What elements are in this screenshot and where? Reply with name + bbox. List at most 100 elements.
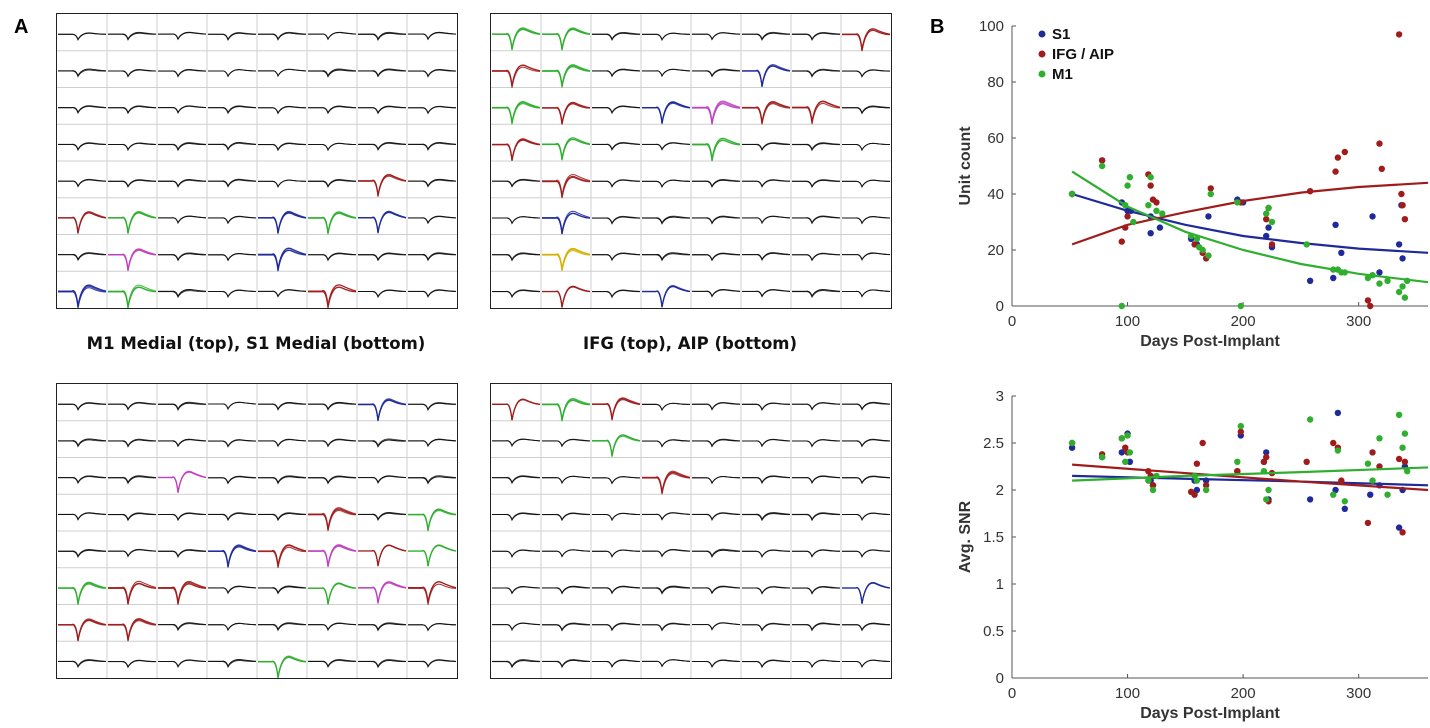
spike-waveform — [742, 215, 791, 224]
waveform-grid-bottom-left — [56, 383, 458, 679]
spike-waveform — [158, 32, 207, 41]
data-point-m1 — [1384, 277, 1391, 284]
legend-label: IFG / AIP — [1052, 46, 1114, 63]
spike-waveform — [308, 69, 357, 78]
spike-waveform — [542, 513, 591, 522]
spike-waveform — [592, 216, 641, 225]
data-point-ifg-aip — [1207, 185, 1214, 192]
spike-waveform — [358, 512, 407, 521]
spike-waveform — [308, 142, 357, 151]
spike-waveform — [692, 101, 741, 123]
spike-waveform — [258, 475, 307, 484]
spike-waveform — [308, 286, 357, 308]
spike-waveform — [842, 582, 891, 604]
spike-waveform — [108, 618, 157, 640]
spike-waveform — [692, 288, 741, 298]
spike-waveform — [792, 512, 841, 522]
data-point-m1 — [1384, 491, 1391, 498]
data-point-m1 — [1234, 199, 1241, 206]
spike-waveform — [58, 68, 107, 77]
data-point-m1 — [1265, 204, 1272, 212]
spike-waveform — [158, 659, 207, 669]
spike-waveform — [408, 438, 457, 447]
data-point-m1 — [1124, 182, 1131, 189]
data-point-s1 — [1147, 230, 1154, 237]
data-point-m1 — [1265, 486, 1272, 494]
spike-waveform — [308, 659, 357, 668]
data-point-s1 — [1338, 249, 1345, 256]
spike-waveform — [108, 31, 157, 41]
data-point-m1 — [1193, 477, 1201, 484]
spike-waveform — [208, 659, 257, 668]
spike-waveform — [542, 173, 591, 196]
spike-waveform — [58, 402, 107, 411]
spike-waveform — [842, 106, 891, 115]
spike-waveform — [592, 513, 641, 522]
spike-waveform — [408, 178, 457, 187]
data-point-ifg-aip — [1364, 519, 1372, 527]
caption-top-left: M1 Medial (top), S1 Medial (bottom) — [86, 334, 426, 353]
y-axis-label: Avg. SNR — [957, 500, 974, 573]
data-point-m1 — [1147, 174, 1154, 181]
spike-waveform — [792, 142, 841, 151]
spike-waveform — [158, 290, 207, 299]
spike-waveform — [208, 512, 257, 521]
spike-waveform — [258, 210, 307, 233]
waveform-grid-top-left — [56, 13, 458, 309]
spike-waveform — [358, 211, 407, 233]
spike-waveform — [208, 586, 257, 595]
data-point-m1 — [1401, 294, 1409, 301]
spike-waveform — [742, 475, 791, 484]
spike-waveform — [108, 106, 157, 115]
data-point-m1 — [1341, 498, 1349, 505]
spike-waveform — [208, 252, 257, 262]
data-point-ifg-aip — [1398, 190, 1405, 198]
spike-waveform — [792, 216, 841, 225]
spike-waveform — [408, 289, 457, 298]
data-point-ifg-aip — [1332, 168, 1339, 175]
spike-waveform — [308, 402, 357, 411]
spike-waveform — [308, 439, 357, 448]
spike-waveform — [592, 549, 641, 558]
y-tick-label: 40 — [987, 186, 1004, 203]
spike-waveform — [158, 289, 207, 298]
y-tick-label: 80 — [987, 74, 1004, 91]
spike-waveform — [692, 512, 741, 521]
spike-waveform — [258, 249, 307, 272]
spike-waveform — [692, 402, 741, 411]
data-point-m1 — [1303, 241, 1310, 248]
spike-waveform — [592, 142, 641, 151]
data-point-m1 — [1369, 477, 1376, 484]
data-point-s1 — [1205, 213, 1212, 220]
spike-waveform — [592, 106, 641, 115]
data-point-m1 — [1202, 486, 1210, 494]
y-tick-label: 60 — [987, 130, 1004, 147]
spike-waveform — [108, 620, 157, 642]
legend-label: M1 — [1052, 66, 1073, 83]
data-point-ifg-aip — [1334, 154, 1342, 161]
spike-waveform — [842, 402, 891, 411]
data-point-ifg-aip — [1149, 482, 1157, 489]
data-point-ifg-aip — [1369, 449, 1376, 456]
spike-waveform — [308, 252, 357, 261]
spike-waveform — [642, 402, 691, 412]
data-point-m1 — [1126, 174, 1134, 181]
spike-waveform — [592, 252, 641, 261]
spike-waveform — [308, 32, 357, 41]
x-tick-label: 300 — [1346, 313, 1371, 330]
spike-waveform — [208, 289, 257, 298]
spike-waveform — [792, 102, 841, 125]
spike-waveform — [108, 69, 157, 78]
trend-line-m1 — [1072, 466, 1429, 482]
spike-waveform — [592, 397, 641, 419]
spike-waveform — [842, 69, 891, 78]
spike-waveform — [542, 549, 591, 558]
spike-waveform — [492, 586, 541, 595]
spike-waveform — [692, 253, 741, 262]
data-point-ifg-aip — [1124, 213, 1131, 220]
spike-waveform — [258, 544, 307, 566]
spike-waveform — [492, 475, 541, 484]
spike-waveform — [642, 585, 691, 594]
spike-waveform — [58, 475, 107, 484]
